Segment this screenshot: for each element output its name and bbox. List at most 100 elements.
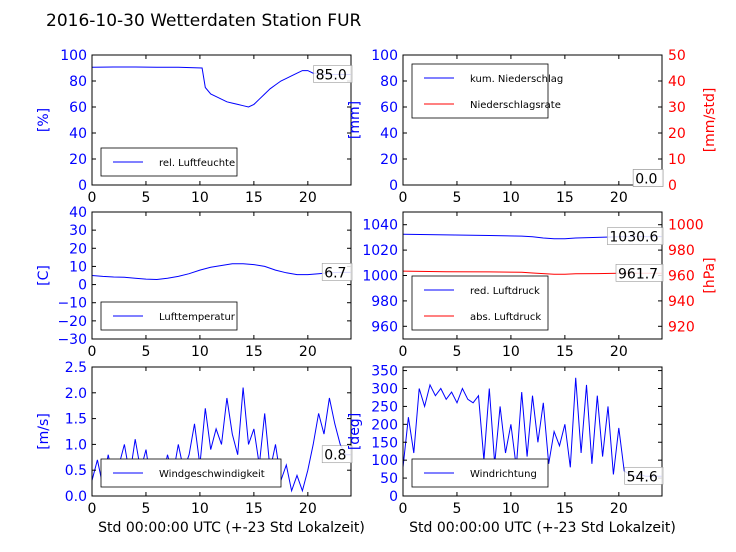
y-tick-label-pressure-4: 1040: [362, 218, 398, 234]
y-tick-label-pressure-1: 980: [371, 294, 398, 310]
x-tick-label-windspeed-4: 20: [299, 501, 317, 517]
x-tick-label-temperature-0: 0: [88, 344, 97, 360]
x-tick-label-precipitation-3: 15: [556, 190, 574, 206]
y-right-tick-label-precipitation-2: 20: [668, 126, 686, 142]
y-tick-label-humidity-3: 60: [69, 100, 87, 116]
y-tick-label-temperature-6: 30: [69, 223, 87, 239]
y-tick-label-humidity-0: 0: [78, 178, 87, 194]
y-right-tick-label-pressure-1: 940: [668, 294, 695, 310]
y-tick-label-temperature-3: 0: [78, 278, 87, 294]
y-tick-label-temperature-7: 40: [69, 205, 87, 221]
y-axis-label-windspeed: [m/s]: [36, 413, 52, 450]
x-tick-label-pressure-0: 0: [399, 344, 408, 360]
annotation-box-winddirection-annotation: [624, 466, 664, 485]
legend-label-pressure-0: red. Luftdruck: [470, 286, 540, 297]
x-tick-label-humidity-0: 0: [88, 190, 97, 206]
axes-frame-winddirection: [402, 366, 663, 497]
annotation-precipitation-annotation_right: 0.0: [635, 172, 657, 188]
x-tick-label-windspeed-0: 0: [88, 501, 97, 517]
x-axis-label-windspeed: Std 00:00:00 UTC (+-23 Std Lokalzeit): [98, 520, 365, 536]
annotation-box-pressure-annotation: [607, 227, 664, 245]
x-tick-label-pressure-4: 20: [610, 344, 628, 360]
y-tick-label-winddirection-4: 200: [371, 417, 398, 433]
axes-frame-humidity: [91, 54, 352, 186]
y-right-tick-label-pressure-3: 980: [668, 243, 695, 259]
x-tick-label-precipitation-0: 0: [399, 190, 408, 206]
annotation-pressure-annotation_right: 961.7: [618, 266, 658, 282]
annotation-box-humidity-annotation: [313, 65, 353, 83]
x-tick-label-winddirection-0: 0: [399, 501, 408, 517]
panel-humidity: 0 5 10 15 20 0 20 40 60 80 100 [%] rel. Luftfeuchte 8…: [36, 48, 353, 206]
y-tick-label-windspeed-4: 2.0: [65, 386, 87, 402]
series-line-windspeed-0: [92, 387, 351, 493]
x-tick-label-humidity-2: 10: [191, 190, 209, 206]
y-tick-label-precipitation-3: 60: [380, 100, 398, 116]
y-tick-label-winddirection-6: 300: [371, 382, 398, 398]
y-tick-label-humidity-5: 100: [60, 48, 87, 64]
y-tick-label-precipitation-5: 100: [371, 48, 398, 64]
panel-temperature: 0 5 10 15 20 −30 −20 −10 0 10 20 30 40 [C] Lufttempera…: [36, 205, 353, 360]
y-axis-label-precipitation: [mm]: [347, 101, 363, 139]
series-line-temperature-0: [92, 263, 351, 281]
x-tick-label-windspeed-1: 5: [141, 501, 150, 517]
axes-frame-precipitation: [402, 54, 663, 186]
x-tick-label-precipitation-4: 20: [610, 190, 628, 206]
annotation-humidity-annotation: 85.0: [316, 68, 347, 84]
legend-label-winddirection-0: Windrichtung: [470, 469, 537, 480]
annotation-box-windspeed-annotation: [321, 445, 353, 464]
y-right-tick-label-pressure-0: 920: [668, 319, 695, 335]
y-axis-label-winddirection: [deg]: [347, 413, 363, 450]
annotation-pressure-annotation: 1030.6: [609, 230, 658, 246]
x-tick-label-winddirection-1: 5: [452, 501, 461, 517]
panel-windspeed: 0 5 10 15 20 0.0 0.5 1.0 1.5 2.0 2.5 [m/s] Std 00:00…: [36, 360, 365, 536]
x-tick-label-humidity-4: 20: [299, 190, 317, 206]
y-right-tick-label-precipitation-3: 30: [668, 100, 686, 116]
y-axis-label-humidity: [%]: [36, 108, 52, 132]
y-right-tick-label-precipitation-4: 40: [668, 74, 686, 90]
x-axis-label-winddirection: Std 00:00:00 UTC (+-23 Std Lokalzeit): [409, 520, 676, 536]
x-tick-label-temperature-4: 20: [299, 344, 317, 360]
x-tick-label-winddirection-2: 10: [502, 501, 520, 517]
y-tick-label-pressure-3: 1020: [362, 243, 398, 259]
legend-box-precipitation: [411, 63, 549, 119]
x-tick-label-pressure-3: 15: [556, 344, 574, 360]
y-right-tick-label-precipitation-0: 0: [668, 178, 677, 194]
x-tick-label-precipitation-1: 5: [452, 190, 461, 206]
x-tick-label-humidity-3: 15: [245, 190, 263, 206]
x-tick-label-pressure-2: 10: [502, 344, 520, 360]
x-tick-label-windspeed-2: 10: [191, 501, 209, 517]
y-tick-label-windspeed-3: 1.5: [65, 412, 87, 428]
x-tick-label-temperature-1: 5: [141, 344, 150, 360]
y-tick-label-winddirection-1: 50: [380, 471, 398, 487]
legend-label-humidity-0: rel. Luftfeuchte: [159, 158, 235, 169]
legend-label-windspeed-0: Windgeschwindigkeit: [159, 469, 265, 480]
x-tick-label-winddirection-4: 20: [610, 501, 628, 517]
y-tick-label-precipitation-2: 40: [380, 126, 398, 142]
x-tick-label-temperature-2: 10: [191, 344, 209, 360]
y-right-tick-label-pressure-2: 960: [668, 269, 695, 285]
y-right-tick-label-precipitation-5: 50: [668, 48, 686, 64]
x-tick-label-humidity-1: 5: [141, 190, 150, 206]
y-axis-label-right-pressure: [hPa]: [702, 257, 718, 293]
y-tick-label-precipitation-4: 80: [380, 74, 398, 90]
series-line-humidity-0: [92, 66, 351, 108]
y-tick-label-windspeed-5: 2.5: [65, 360, 87, 376]
y-tick-label-temperature-1: −20: [57, 314, 87, 330]
legend-label-temperature-0: Lufttemperatur: [159, 312, 236, 323]
y-axis-label-right-precipitation: [mm/std]: [702, 88, 718, 153]
axes-frame-windspeed: [91, 366, 352, 497]
annotation-winddirection-annotation: 54.6: [627, 469, 658, 485]
y-tick-label-temperature-4: 10: [69, 259, 87, 275]
y-tick-label-temperature-0: −30: [57, 332, 87, 348]
y-tick-label-humidity-2: 40: [69, 126, 87, 142]
legend-label-precipitation-1: Niederschlagsrate: [470, 100, 561, 111]
y-tick-label-winddirection-5: 250: [371, 399, 398, 415]
x-tick-label-windspeed-3: 15: [245, 501, 263, 517]
y-tick-label-windspeed-1: 0.5: [65, 463, 87, 479]
y-tick-label-winddirection-7: 350: [371, 364, 398, 380]
y-tick-label-windspeed-0: 0.0: [65, 489, 87, 505]
annotation-windspeed-annotation: 0.8: [324, 448, 346, 464]
y-axis-label-temperature: [C]: [36, 265, 52, 286]
y-tick-label-temperature-5: 20: [69, 241, 87, 257]
